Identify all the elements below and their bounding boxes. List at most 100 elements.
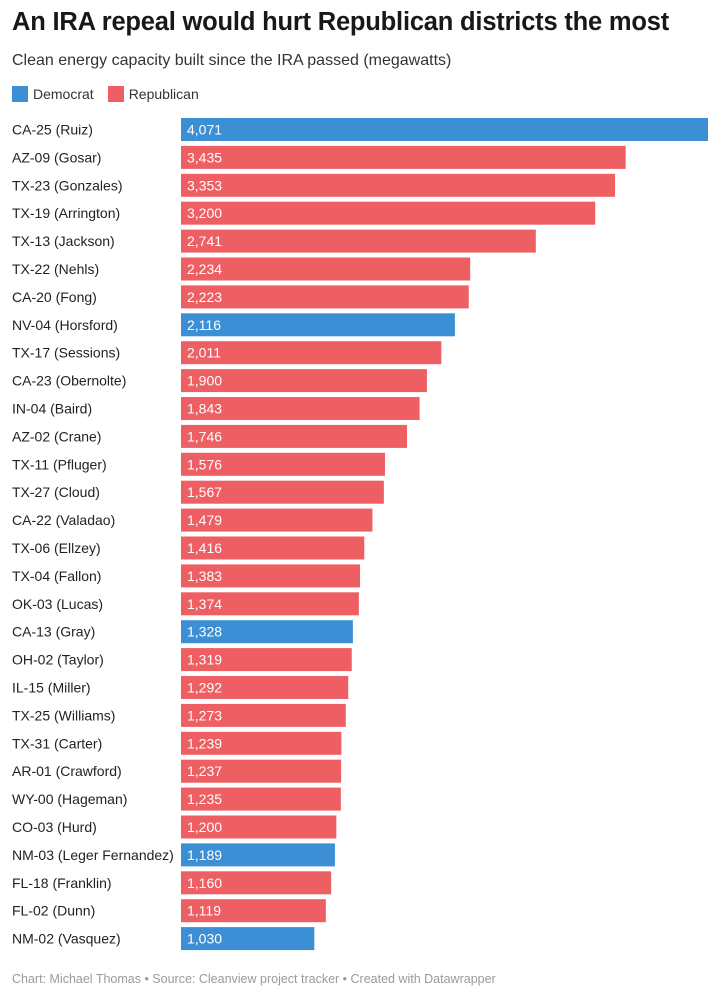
value-label: 1,328 bbox=[187, 624, 222, 640]
bar bbox=[181, 452, 386, 476]
bar bbox=[181, 564, 361, 588]
value-label: 1,239 bbox=[187, 735, 222, 751]
value-label: 1,189 bbox=[187, 847, 222, 863]
value-label: 1,479 bbox=[187, 512, 222, 528]
category-label: TX-31 (Carter) bbox=[12, 735, 102, 751]
value-label: 1,237 bbox=[187, 763, 222, 779]
category-label: CA-20 (Fong) bbox=[12, 289, 97, 305]
category-label: OK-03 (Lucas) bbox=[12, 596, 103, 612]
value-label: 2,741 bbox=[187, 233, 222, 249]
value-label: 1,567 bbox=[187, 484, 222, 500]
category-label: CA-22 (Valadao) bbox=[12, 512, 115, 528]
bar-chart: CA-25 (Ruiz) 4,071 AZ-09 (Gosar) 3,435 TX-23… bbox=[12, 118, 708, 951]
category-label: WY-00 (Hageman) bbox=[12, 791, 127, 807]
value-label: 2,223 bbox=[187, 289, 222, 305]
category-label: TX-13 (Jackson) bbox=[12, 233, 115, 249]
bar bbox=[181, 173, 616, 197]
bar bbox=[181, 257, 471, 281]
category-label: OH-02 (Taylor) bbox=[12, 652, 104, 668]
bar bbox=[181, 229, 536, 253]
value-label: 1,319 bbox=[187, 652, 222, 668]
category-label: AR-01 (Crawford) bbox=[12, 763, 122, 779]
value-label: 1,576 bbox=[187, 456, 222, 472]
bar bbox=[181, 843, 335, 867]
legend-item-republican: Republican bbox=[107, 86, 199, 102]
category-label: IN-04 (Baird) bbox=[12, 401, 92, 417]
category-label: FL-18 (Franklin) bbox=[12, 875, 112, 891]
bar bbox=[181, 397, 420, 420]
value-label: 1,383 bbox=[187, 568, 222, 584]
category-label: CA-23 (Obernolte) bbox=[12, 373, 126, 389]
value-label: 1,160 bbox=[187, 875, 222, 891]
value-label: 1,843 bbox=[187, 401, 222, 417]
bar bbox=[181, 201, 596, 225]
legend-swatch-democrat bbox=[12, 86, 28, 102]
category-label: TX-27 (Cloud) bbox=[12, 484, 100, 500]
value-label: 1,900 bbox=[187, 373, 222, 389]
value-label: 1,200 bbox=[187, 819, 222, 835]
bar bbox=[181, 424, 408, 448]
chart-footer: Chart: Michael Thomas • Source: Cleanvie… bbox=[12, 972, 496, 986]
chart-title: An IRA repeal would hurt Republican dist… bbox=[12, 8, 669, 36]
bar bbox=[181, 648, 352, 672]
category-label: TX-19 (Arrington) bbox=[12, 205, 120, 221]
legend-swatch-republican bbox=[107, 86, 124, 102]
bar bbox=[181, 620, 353, 644]
category-label: NM-03 (Leger Fernandez) bbox=[12, 847, 174, 863]
chart-subtitle: Clean energy capacity built since the IR… bbox=[12, 52, 452, 69]
category-label: TX-06 (Ellzey) bbox=[12, 540, 101, 556]
category-label: FL-02 (Dunn) bbox=[12, 903, 95, 919]
bar bbox=[181, 369, 427, 393]
bar bbox=[181, 313, 455, 337]
value-label: 3,200 bbox=[187, 205, 222, 221]
bar bbox=[181, 759, 342, 783]
bar bbox=[181, 592, 359, 616]
value-label: 1,746 bbox=[187, 428, 222, 444]
bar bbox=[181, 703, 346, 727]
category-label: CA-13 (Gray) bbox=[12, 624, 95, 640]
category-label: NM-02 (Vasquez) bbox=[12, 931, 121, 947]
value-label: 2,011 bbox=[187, 345, 221, 361]
bar bbox=[181, 536, 365, 560]
category-label: TX-04 (Fallon) bbox=[12, 568, 101, 584]
value-label: 1,273 bbox=[187, 707, 222, 723]
category-label: AZ-02 (Crane) bbox=[12, 428, 101, 444]
bar bbox=[181, 145, 626, 169]
legend-label-democrat: Democrat bbox=[33, 86, 94, 102]
bar bbox=[181, 927, 315, 951]
value-label: 1,292 bbox=[187, 680, 222, 696]
legend-item-democrat: Democrat bbox=[12, 86, 94, 102]
bar bbox=[181, 118, 708, 141]
category-label: TX-23 (Gonzales) bbox=[12, 177, 122, 193]
value-label: 2,116 bbox=[187, 317, 221, 333]
value-label: 1,119 bbox=[187, 903, 221, 919]
category-label: TX-25 (Williams) bbox=[12, 707, 115, 723]
value-label: 4,071 bbox=[187, 122, 222, 138]
bar bbox=[181, 815, 337, 839]
category-label: CA-25 (Ruiz) bbox=[12, 122, 93, 138]
bar bbox=[181, 341, 442, 365]
bar bbox=[181, 508, 373, 532]
bar bbox=[181, 787, 341, 811]
value-label: 3,353 bbox=[187, 177, 222, 193]
legend: Democrat Republican bbox=[12, 86, 213, 102]
value-label: 2,234 bbox=[187, 261, 222, 277]
category-label: CO-03 (Hurd) bbox=[12, 819, 97, 835]
category-label: TX-22 (Nehls) bbox=[12, 261, 99, 277]
value-label: 1,030 bbox=[187, 931, 222, 947]
bar bbox=[181, 285, 469, 309]
value-label: 1,416 bbox=[187, 540, 222, 556]
bar bbox=[181, 899, 326, 923]
value-label: 1,235 bbox=[187, 791, 222, 807]
category-label: IL-15 (Miller) bbox=[12, 680, 91, 696]
category-label: TX-17 (Sessions) bbox=[12, 345, 120, 361]
bar bbox=[181, 731, 342, 755]
value-label: 3,435 bbox=[187, 149, 222, 165]
legend-label-republican: Republican bbox=[128, 86, 199, 102]
bar bbox=[181, 676, 349, 699]
value-label: 1,374 bbox=[187, 596, 222, 612]
category-label: AZ-09 (Gosar) bbox=[12, 149, 101, 165]
bar bbox=[181, 480, 384, 504]
bar bbox=[181, 871, 332, 895]
category-label: NV-04 (Horsford) bbox=[12, 317, 118, 333]
